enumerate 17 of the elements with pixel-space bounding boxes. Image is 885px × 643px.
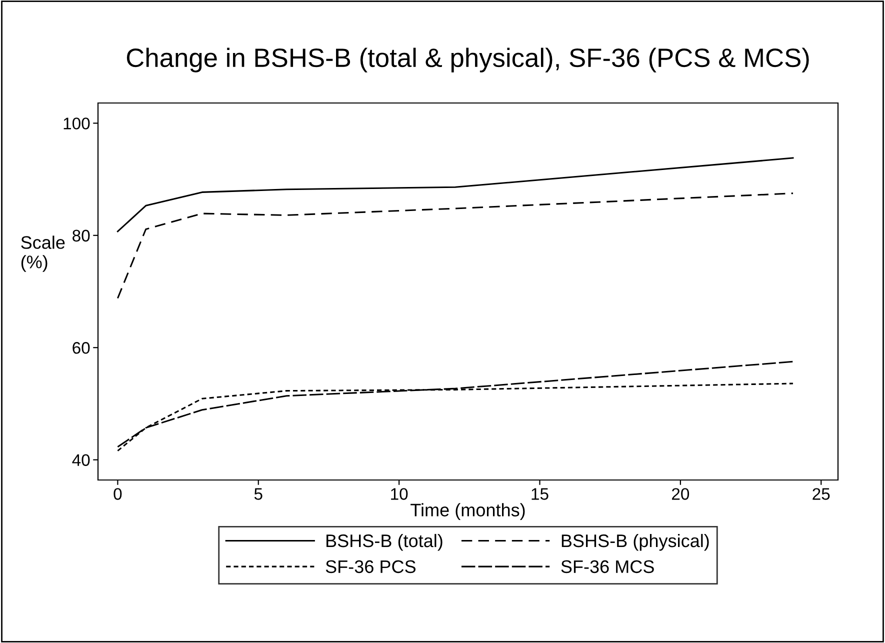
y-tick-label: 40: [72, 454, 90, 466]
x-tick-label: 5: [254, 488, 262, 500]
x-axis-title: Time (months): [410, 503, 525, 520]
y-tick-label: 80: [72, 230, 90, 242]
legend-label: SF-36 PCS: [326, 560, 416, 574]
x-tick-label: 15: [532, 488, 548, 500]
legend-label: BSHS-B (total): [326, 534, 442, 551]
legend-label: BSHS-B (physical): [562, 534, 709, 551]
x-tick-label: 20: [672, 488, 690, 500]
x-tick-label: 10: [391, 488, 408, 500]
legend-label: SF-36 MCS: [561, 560, 654, 574]
y-axis-title: Scale (%): [21, 236, 65, 272]
y-tick-label: 100: [64, 118, 90, 130]
x-tick-label: 25: [812, 488, 830, 500]
x-tick-label: 0: [114, 488, 122, 500]
chart-title: Change in BSHS-B (total & physical), SF-36 (PCS & MCS): [126, 48, 809, 72]
y-tick-label: 60: [72, 342, 90, 354]
